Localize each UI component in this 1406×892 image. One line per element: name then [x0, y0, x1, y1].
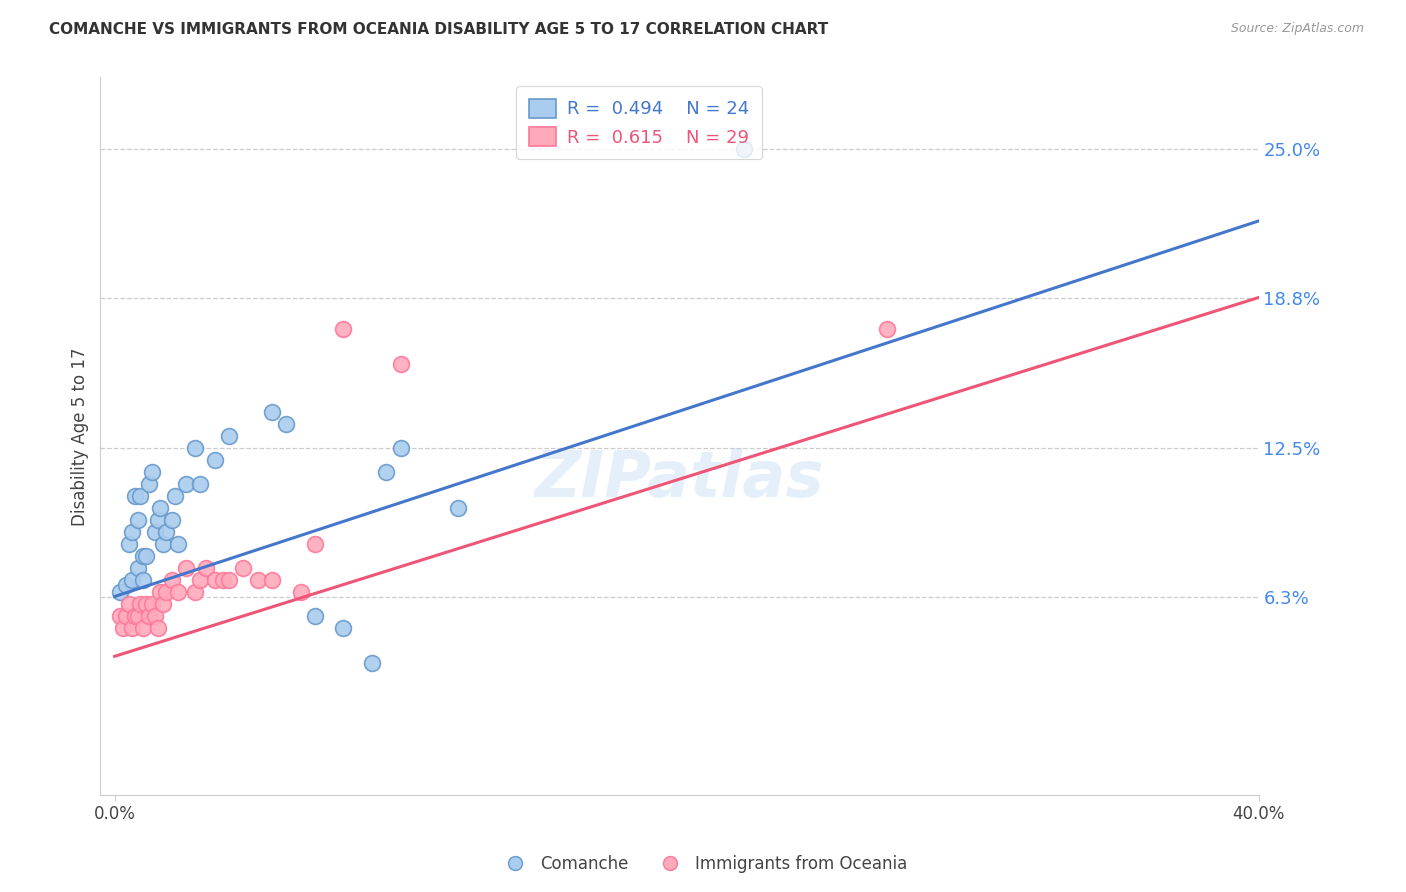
Point	[204, 453, 226, 467]
Point	[141, 597, 163, 611]
Point	[183, 441, 205, 455]
Point	[375, 465, 398, 479]
Point	[876, 321, 898, 335]
Text: Source: ZipAtlas.com: Source: ZipAtlas.com	[1230, 22, 1364, 36]
Text: ZIPatlas: ZIPatlas	[534, 449, 824, 510]
Point	[127, 608, 149, 623]
Point	[112, 621, 135, 635]
Point	[361, 657, 384, 671]
Point	[149, 584, 172, 599]
Point	[212, 573, 235, 587]
Point	[115, 608, 138, 623]
Point	[132, 549, 155, 563]
Point	[190, 477, 212, 491]
Point	[129, 597, 152, 611]
Point	[260, 573, 283, 587]
Point	[304, 608, 326, 623]
Point	[246, 573, 269, 587]
Point	[124, 489, 146, 503]
Point	[166, 584, 188, 599]
Legend: Comanche, Immigrants from Oceania: Comanche, Immigrants from Oceania	[492, 848, 914, 880]
Point	[143, 608, 166, 623]
Point	[149, 501, 172, 516]
Point	[146, 513, 169, 527]
Text: COMANCHE VS IMMIGRANTS FROM OCEANIA DISABILITY AGE 5 TO 17 CORRELATION CHART: COMANCHE VS IMMIGRANTS FROM OCEANIA DISA…	[49, 22, 828, 37]
Point	[160, 573, 183, 587]
Point	[389, 441, 412, 455]
Point	[110, 584, 132, 599]
Point	[155, 524, 177, 539]
Point	[110, 608, 132, 623]
Point	[121, 524, 143, 539]
Point	[155, 584, 177, 599]
Point	[143, 524, 166, 539]
Point	[332, 321, 354, 335]
Point	[129, 489, 152, 503]
Point	[121, 621, 143, 635]
Point	[138, 477, 160, 491]
Point	[218, 573, 240, 587]
Point	[174, 477, 197, 491]
Point	[132, 621, 155, 635]
Point	[232, 561, 254, 575]
Point	[146, 621, 169, 635]
Point	[124, 608, 146, 623]
Point	[121, 573, 143, 587]
Point	[174, 561, 197, 575]
Point	[276, 417, 298, 432]
Point	[141, 465, 163, 479]
Point	[135, 549, 157, 563]
Point	[389, 358, 412, 372]
Point	[135, 597, 157, 611]
Point	[195, 561, 218, 575]
Point	[190, 573, 212, 587]
Point	[138, 608, 160, 623]
Point	[132, 573, 155, 587]
Point	[218, 429, 240, 443]
Point	[118, 597, 141, 611]
Legend: R =  0.494    N = 24, R =  0.615    N = 29: R = 0.494 N = 24, R = 0.615 N = 29	[516, 87, 762, 160]
Point	[127, 513, 149, 527]
Point	[127, 561, 149, 575]
Point	[160, 513, 183, 527]
Point	[290, 584, 312, 599]
Point	[115, 577, 138, 591]
Point	[260, 405, 283, 419]
Y-axis label: Disability Age 5 to 17: Disability Age 5 to 17	[72, 347, 89, 525]
Point	[152, 597, 174, 611]
Point	[163, 489, 186, 503]
Point	[304, 537, 326, 551]
Point	[332, 621, 354, 635]
Point	[183, 584, 205, 599]
Point	[166, 537, 188, 551]
Point	[447, 501, 470, 516]
Point	[204, 573, 226, 587]
Point	[118, 537, 141, 551]
Point	[152, 537, 174, 551]
Point	[733, 142, 755, 156]
